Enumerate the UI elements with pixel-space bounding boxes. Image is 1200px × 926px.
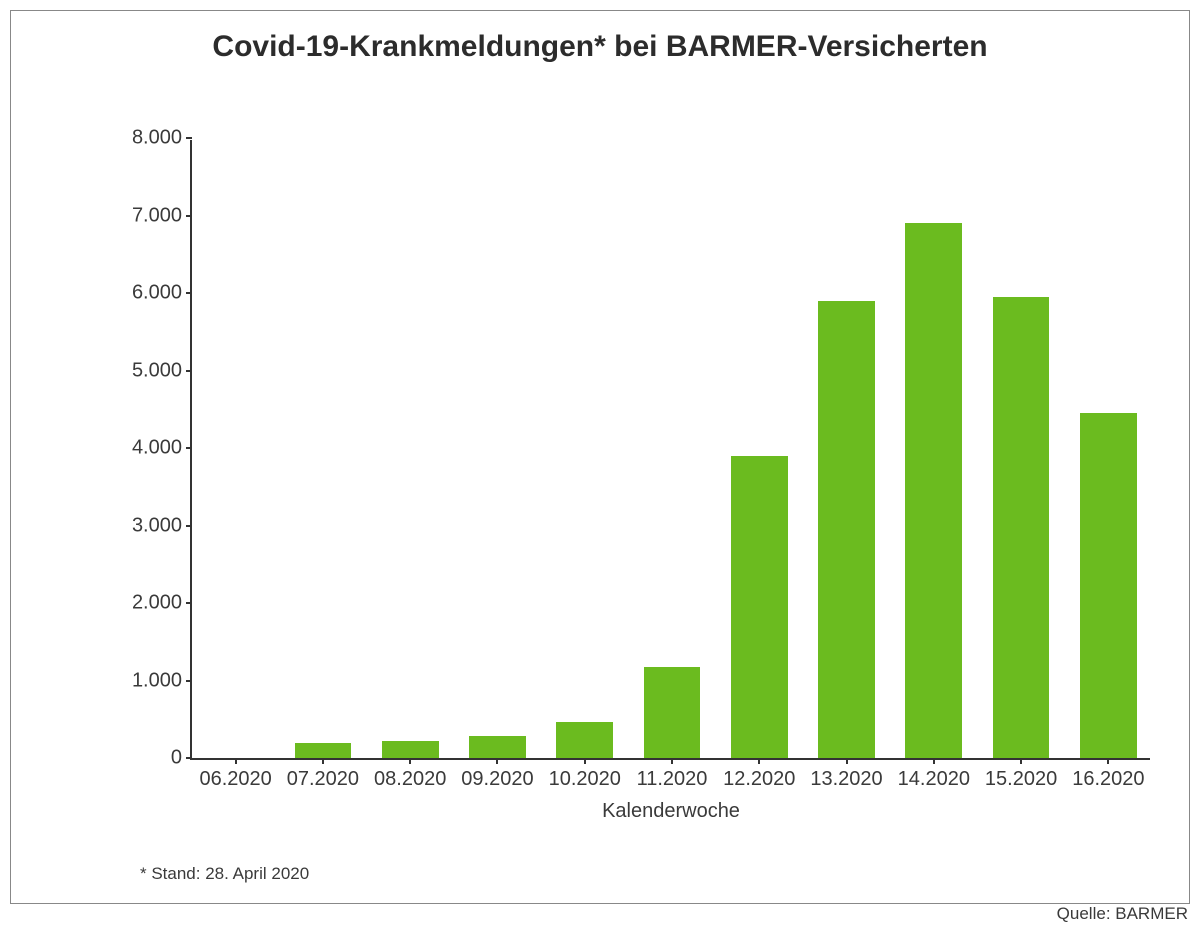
y-tick-mark [186, 602, 192, 604]
x-tick-label: 11.2020 [637, 768, 708, 791]
chart-footnote: * Stand: 28. April 2020 [140, 864, 309, 884]
y-tick-label: 7.000 [132, 204, 182, 227]
x-tick-mark [496, 758, 498, 764]
x-tick-mark [322, 758, 324, 764]
x-tick-label: 12.2020 [723, 768, 795, 791]
x-tick-label: 07.2020 [287, 768, 359, 791]
y-tick-label: 3.000 [132, 514, 182, 537]
y-tick-label: 0 [171, 747, 182, 770]
x-tick-mark [846, 758, 848, 764]
x-tick-label: 15.2020 [985, 768, 1057, 791]
x-tick-label: 06.2020 [199, 768, 271, 791]
x-tick-mark [409, 758, 411, 764]
bar [731, 456, 788, 758]
y-tick-mark [186, 137, 192, 139]
chart-title: Covid-19-Krankmeldungen* bei BARMER-Vers… [0, 30, 1200, 64]
plot-area [192, 140, 1150, 758]
x-tick-label: 14.2020 [898, 768, 970, 791]
plot-frame: Kalenderwoche 01.0002.0003.0004.0005.000… [190, 140, 1150, 760]
x-tick-label: 16.2020 [1072, 768, 1144, 791]
y-tick-mark [186, 757, 192, 759]
bar [905, 223, 962, 758]
x-tick-mark [671, 758, 673, 764]
x-tick-mark [933, 758, 935, 764]
y-tick-mark [186, 370, 192, 372]
bar [993, 297, 1050, 758]
y-tick-label: 1.000 [132, 669, 182, 692]
x-tick-label: 13.2020 [810, 768, 882, 791]
bar [1080, 413, 1137, 758]
bar [295, 743, 352, 759]
y-tick-label: 4.000 [132, 437, 182, 460]
y-tick-mark [186, 215, 192, 217]
x-tick-mark [758, 758, 760, 764]
y-tick-label: 5.000 [132, 359, 182, 382]
y-tick-mark [186, 447, 192, 449]
bar [382, 741, 439, 758]
x-tick-mark [235, 758, 237, 764]
bar [644, 667, 701, 758]
y-tick-label: 2.000 [132, 592, 182, 615]
x-tick-label: 08.2020 [374, 768, 446, 791]
x-tick-mark [584, 758, 586, 764]
x-tick-label: 10.2020 [549, 768, 621, 791]
y-tick-mark [186, 292, 192, 294]
bar [469, 736, 526, 758]
y-tick-mark [186, 525, 192, 527]
bar [818, 301, 875, 758]
x-axis-label: Kalenderwoche [602, 800, 740, 823]
y-tick-label: 6.000 [132, 282, 182, 305]
bar [556, 722, 613, 758]
x-tick-label: 09.2020 [461, 768, 533, 791]
y-tick-mark [186, 680, 192, 682]
x-tick-mark [1020, 758, 1022, 764]
x-tick-mark [1107, 758, 1109, 764]
chart-source: Quelle: BARMER [1057, 904, 1188, 924]
y-tick-label: 8.000 [132, 127, 182, 150]
